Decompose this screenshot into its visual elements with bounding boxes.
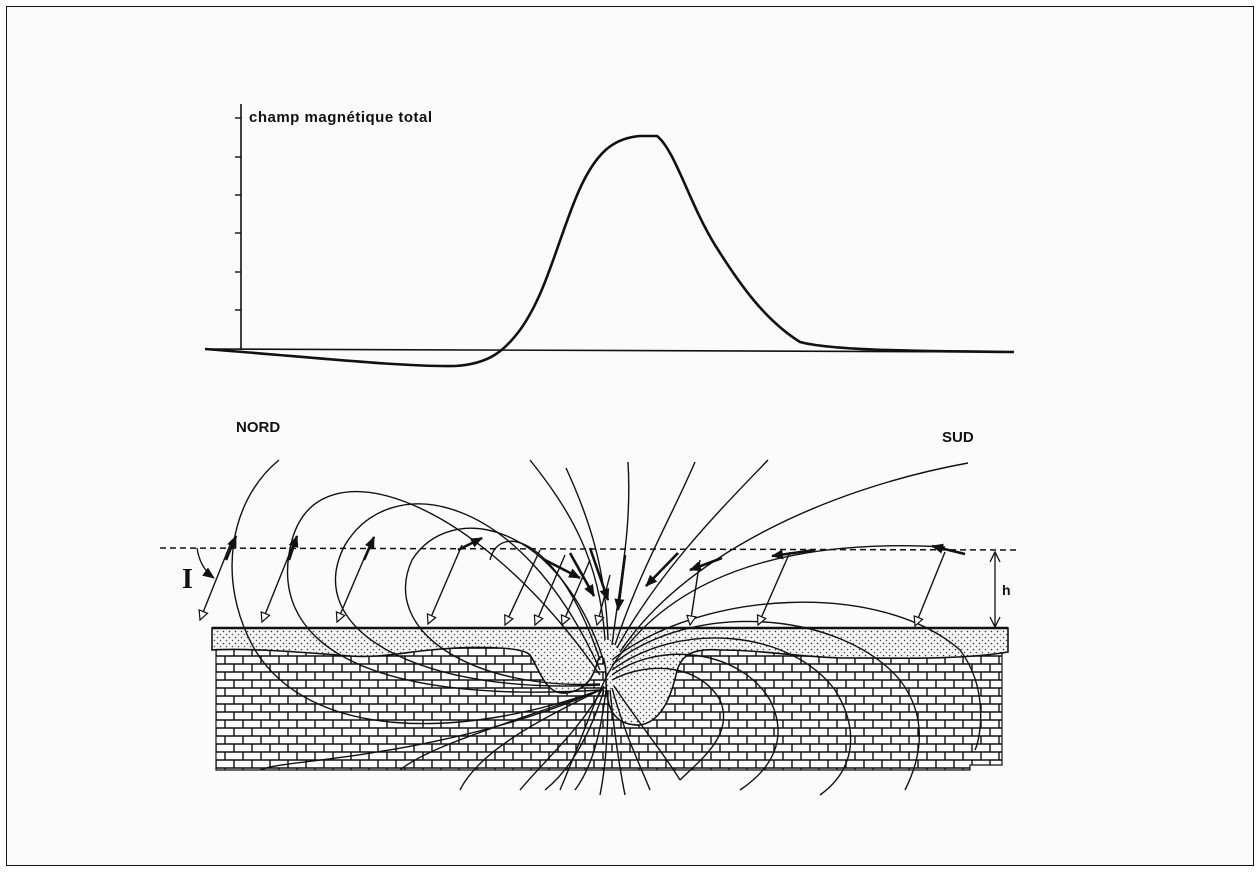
height-marker [989, 550, 1001, 629]
anomaly-field-arrows [224, 535, 966, 611]
height-label: h [1002, 582, 1011, 598]
regional-field-arrows [198, 539, 946, 628]
profile-axis-label: champ magnétique total [249, 109, 433, 126]
profile-graph: champ magnétique total [204, 104, 1015, 368]
measurement-level-line [159, 547, 1019, 551]
north-label: NORD [236, 419, 280, 436]
profile-axis-ticks [235, 117, 241, 311]
geology-section: NORD SUD h I [159, 419, 1019, 796]
south-label: SUD [942, 429, 974, 446]
inclination-label: I [182, 564, 193, 595]
inclination-arc [196, 547, 215, 579]
total-field-curve [204, 134, 1015, 368]
profile-baseline [204, 348, 1015, 353]
